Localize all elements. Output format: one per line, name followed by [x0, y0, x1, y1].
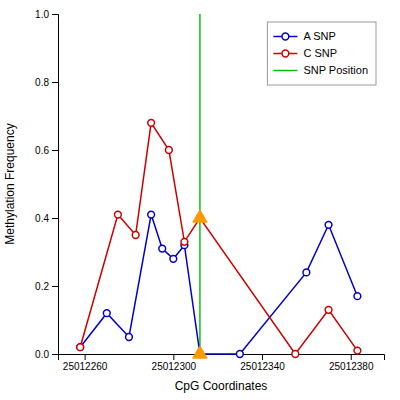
series-marker — [132, 232, 139, 239]
series-marker — [77, 344, 84, 351]
series-marker — [292, 351, 299, 358]
y-axis-title: Methylation Frequency — [3, 123, 17, 244]
legend-marker — [282, 33, 289, 40]
series-marker — [170, 255, 177, 262]
y-tick: 1.0 — [35, 9, 58, 20]
legend: A SNP C SNP SNP Position — [267, 22, 376, 85]
series-marker — [303, 269, 310, 276]
y-tick-mark — [52, 150, 58, 151]
legend-marker — [282, 50, 289, 57]
legend-label: SNP Position — [303, 64, 368, 76]
x-axis-title: CpG Coordinates — [175, 379, 268, 393]
snp-marker — [193, 346, 207, 358]
x-tick-label: 25012260 — [63, 361, 108, 372]
x-axis: 25012260 25012300 25012340 25012380 — [59, 354, 385, 372]
series-marker — [148, 119, 155, 126]
x-tick: 25012380 — [329, 354, 374, 372]
y-tick-label: 0.0 — [35, 349, 49, 360]
legend-item: A SNP — [273, 30, 335, 42]
y-tick-label: 1.0 — [35, 9, 49, 20]
snp-marker — [193, 210, 207, 222]
series-marker — [165, 147, 172, 154]
legend-label: C SNP — [303, 47, 337, 59]
snp-position-line — [199, 14, 200, 354]
series-marker — [159, 245, 166, 252]
legend-label: A SNP — [303, 30, 335, 42]
series-marker — [114, 211, 121, 218]
x-tick: 25012340 — [240, 354, 285, 372]
x-tick: 25012300 — [152, 354, 197, 372]
series-line — [80, 215, 357, 354]
series-line — [80, 123, 357, 354]
y-tick-mark — [52, 286, 58, 287]
y-tick-mark — [52, 354, 58, 355]
y-tick-label: 0.4 — [35, 213, 49, 224]
plot: 250122602501230025012340250123800.00.20.… — [35, 9, 384, 372]
series-marker — [126, 334, 133, 341]
series-marker — [325, 221, 332, 228]
x-tick-mark — [351, 354, 352, 360]
x-tick-mark — [173, 354, 174, 360]
y-tick-mark — [52, 14, 58, 15]
y-axis-line — [52, 15, 59, 355]
chart: 250122602501230025012340250123800.00.20.… — [0, 0, 400, 400]
series-marker — [325, 306, 332, 313]
y-tick-mark — [52, 82, 58, 83]
y-tick-label: 0.6 — [35, 145, 49, 156]
y-axis: 0.0 0.2 0.4 0.6 0.8 1.0 — [35, 9, 58, 360]
x-tick-label: 25012340 — [240, 361, 285, 372]
y-tick: 0.8 — [35, 77, 58, 88]
legend-item: SNP Position — [273, 64, 368, 76]
series-marker — [103, 310, 110, 317]
series-marker — [77, 344, 84, 351]
y-tick: 0.2 — [35, 281, 58, 292]
y-tick-label: 0.2 — [35, 281, 49, 292]
y-tick-mark — [52, 218, 58, 219]
y-tick: 0.4 — [35, 213, 58, 224]
y-tick-label: 0.8 — [35, 77, 49, 88]
x-tick: 25012260 — [63, 354, 108, 372]
y-tick: 0.6 — [35, 145, 58, 156]
x-tick-label: 25012300 — [152, 361, 197, 372]
series-marker — [354, 293, 361, 300]
series-marker — [354, 347, 361, 354]
series-marker — [148, 211, 155, 218]
legend-item: C SNP — [273, 47, 337, 59]
x-tick-mark — [85, 354, 86, 360]
y-tick: 0.0 — [35, 349, 58, 360]
legend-swatch — [273, 70, 297, 71]
x-tick-label: 25012380 — [329, 361, 374, 372]
x-tick-mark — [262, 354, 263, 360]
legend-box — [267, 22, 376, 85]
series-marker — [181, 238, 188, 245]
series-marker — [236, 351, 243, 358]
x-axis-line — [59, 355, 385, 361]
